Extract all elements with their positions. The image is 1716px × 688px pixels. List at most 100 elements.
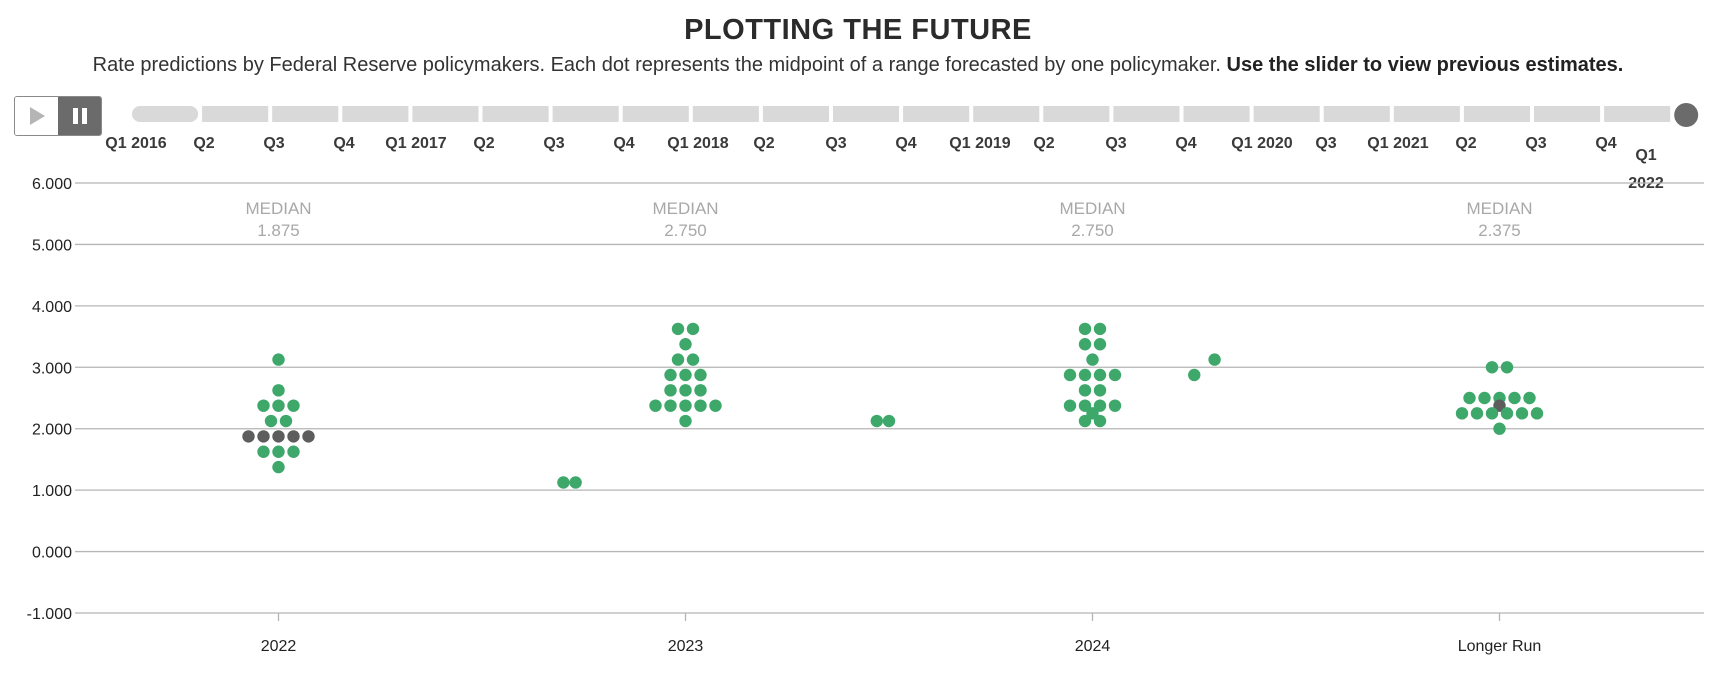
slider-tick-label: Q4 xyxy=(333,135,354,152)
forecast-dot xyxy=(1093,399,1107,412)
y-tick-label: 4.000 xyxy=(32,299,72,316)
median-label: MEDIAN xyxy=(1466,199,1532,218)
slider-segment xyxy=(342,106,409,122)
slider-tick-label: Q1 2020 xyxy=(1231,135,1292,152)
slider-tick-label: Q2 xyxy=(1455,135,1476,152)
median-value: 2.375 xyxy=(1478,221,1521,240)
play-icon xyxy=(29,107,45,125)
slider-segment xyxy=(1253,106,1320,122)
slider-handle[interactable] xyxy=(1674,103,1699,127)
forecast-dot xyxy=(1093,338,1107,351)
slider-segment xyxy=(1463,106,1530,122)
forecast-dot xyxy=(1108,399,1122,412)
pause-button[interactable] xyxy=(58,97,101,135)
slider-segment xyxy=(1604,106,1671,122)
pause-icon xyxy=(72,108,87,124)
forecast-dot xyxy=(1093,368,1107,382)
forecast-dot xyxy=(1523,391,1536,405)
forecast-dot xyxy=(686,353,700,366)
y-tick-label: 1.000 xyxy=(32,483,72,500)
median-dot xyxy=(1493,399,1506,412)
slider-segment xyxy=(1043,106,1110,122)
slider-tick-label: Q3 xyxy=(825,135,846,152)
y-tick-label: 2.000 xyxy=(32,422,72,439)
forecast-dot xyxy=(1086,407,1099,420)
slider-tick-label: Q1 2016 xyxy=(105,135,166,152)
x-tick-label: 2024 xyxy=(1075,638,1111,655)
median-label: MEDIAN xyxy=(652,199,718,218)
subtitle-text: Rate predictions by Federal Reserve poli… xyxy=(92,54,1227,76)
play-button[interactable] xyxy=(15,97,58,135)
forecast-dot xyxy=(1093,322,1107,336)
forecast-dot xyxy=(569,476,582,489)
forecast-dot xyxy=(1485,361,1499,374)
slider-segment xyxy=(202,106,269,122)
forecast-dot xyxy=(272,460,285,474)
slider-tick-label: Q3 xyxy=(263,135,284,152)
forecast-dot xyxy=(1515,407,1529,420)
slider-tick-label: Q3 xyxy=(1525,135,1546,152)
slider-segment xyxy=(622,106,689,122)
slider-segment xyxy=(132,106,199,122)
forecast-dot xyxy=(287,399,300,412)
forecast-dot xyxy=(1500,361,1514,374)
slider-tick-label: Q1 2017 xyxy=(385,135,446,152)
page-title: PLOTTING THE FUTURE xyxy=(684,14,1032,46)
y-tick-label: 5.000 xyxy=(32,237,72,254)
forecast-dot xyxy=(1078,414,1092,428)
forecast-dot xyxy=(709,399,722,412)
forecast-dot xyxy=(1093,414,1107,428)
slider-tick-label: Q3 xyxy=(1105,135,1126,152)
forecast-dot xyxy=(664,399,677,412)
playback-controls xyxy=(14,96,102,136)
median-value: 2.750 xyxy=(664,221,707,240)
slider-segment xyxy=(272,106,339,122)
forecast-dot xyxy=(1078,338,1092,351)
forecast-dot xyxy=(1478,391,1491,405)
forecast-dot xyxy=(1470,407,1484,420)
x-tick-label: 2022 xyxy=(261,638,297,655)
median-dot xyxy=(242,430,255,443)
forecast-dot xyxy=(257,445,270,458)
forecast-dot xyxy=(679,414,692,428)
slider-tick-label: Q4 xyxy=(613,135,634,152)
timeline-slider[interactable]: Q1 2016 Q2 Q3 Q4 Q1 2017 Q2 Q3 Q4 Q1 2018 Q2 Q3 Q4 Q… xyxy=(0,0,1716,200)
slider-segment xyxy=(973,106,1040,122)
median-label: MEDIAN xyxy=(1059,199,1125,218)
slider-tick-label: Q1 xyxy=(1635,147,1656,164)
forecast-dot xyxy=(694,368,707,382)
slider-tick-label: Q1 2018 xyxy=(667,135,728,152)
slider-segment xyxy=(1393,106,1460,122)
slider-tick-label: Q2 xyxy=(193,135,214,152)
median-label: MEDIAN xyxy=(245,199,311,218)
forecast-dot xyxy=(1530,407,1544,420)
median-dot xyxy=(272,430,285,443)
forecast-dot xyxy=(1063,368,1077,382)
forecast-dot xyxy=(664,384,677,397)
median-value: 1.875 xyxy=(257,221,300,240)
forecast-dot xyxy=(882,414,896,428)
forecast-dot xyxy=(1188,368,1201,382)
forecast-dot xyxy=(649,399,662,412)
forecast-dot xyxy=(272,353,285,366)
forecast-dot xyxy=(1485,407,1499,420)
forecast-dot xyxy=(287,445,300,458)
slider-segment xyxy=(833,106,900,122)
slider-segment xyxy=(552,106,619,122)
forecast-dot xyxy=(264,414,278,428)
subtitle-bold-text: Use the slider to view previous estimate… xyxy=(1226,54,1624,76)
forecast-dot xyxy=(694,384,707,397)
forecast-dot xyxy=(671,322,685,336)
forecast-dot xyxy=(272,384,285,397)
slider-segment xyxy=(762,106,829,122)
forecast-dot xyxy=(1500,407,1514,420)
slider-tick-label: Q3 xyxy=(543,135,564,152)
forecast-dot xyxy=(257,399,270,412)
slider-tick-label: Q4 xyxy=(1175,135,1196,152)
forecast-dot xyxy=(679,368,692,382)
forecast-dot xyxy=(870,414,883,428)
forecast-dot xyxy=(671,353,685,366)
median-dot xyxy=(302,430,315,443)
slider-segment xyxy=(1183,106,1250,122)
